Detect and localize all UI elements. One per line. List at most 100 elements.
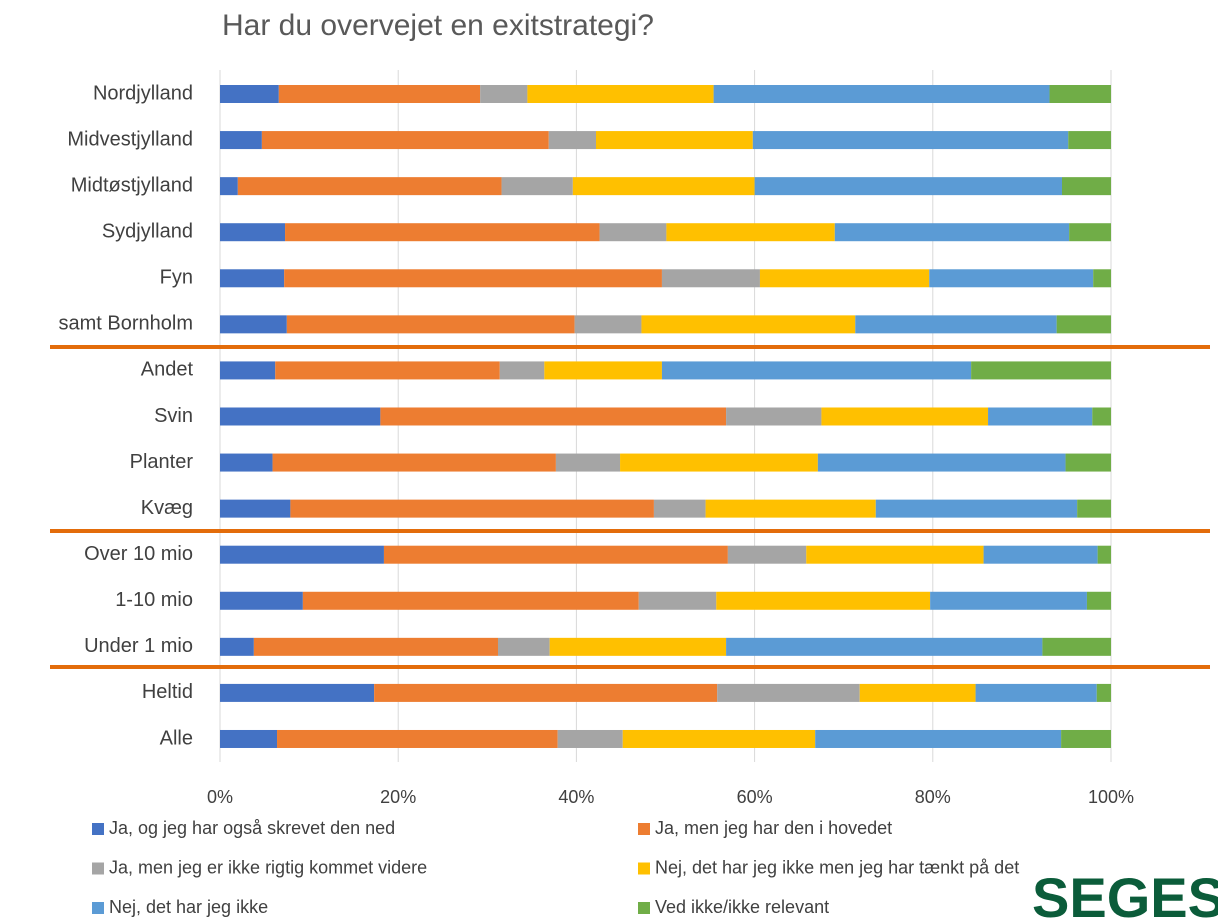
x-tick-label: 0% — [207, 787, 233, 807]
bar-segment — [929, 269, 1094, 288]
bar-segment — [752, 131, 1069, 150]
bar-segment — [277, 729, 558, 748]
bar-segment — [705, 499, 876, 518]
bar-segment — [1086, 591, 1111, 610]
bar-segment — [638, 591, 717, 610]
bar-segment — [220, 315, 287, 334]
bar-segment — [620, 453, 818, 472]
bar-segment — [815, 729, 1062, 748]
bar-segment — [548, 131, 597, 150]
bar-segment — [380, 407, 727, 426]
y-tick-label: Sydjylland — [102, 220, 193, 242]
bar-segment — [622, 729, 816, 748]
bar-segment — [501, 177, 573, 196]
bar-segment — [220, 637, 254, 656]
x-tick-label: 80% — [915, 787, 951, 807]
legend-label: Ja, og jeg har også skrevet den ned — [109, 818, 395, 838]
bar-segment — [983, 545, 1098, 564]
bar-segment — [544, 361, 662, 380]
bar-segment — [971, 361, 1111, 380]
y-tick-label: Heltid — [142, 681, 193, 703]
bar-segment — [549, 637, 727, 656]
bar-segment — [220, 131, 262, 150]
bar-segment — [220, 177, 238, 196]
legend-label: Ved ikke/ikke relevant — [655, 897, 829, 917]
bar-segment — [286, 315, 575, 334]
legend-label: Ja, men jeg har den i hovedet — [655, 818, 892, 838]
bar-segment — [555, 453, 621, 472]
bar-segment — [237, 177, 502, 196]
bar-segment — [817, 453, 1066, 472]
legend-swatch — [92, 823, 104, 835]
bar-segment — [499, 361, 545, 380]
bar-segment — [1068, 131, 1111, 150]
bar-segment — [253, 637, 498, 656]
bar-segment — [727, 545, 807, 564]
y-tick-label: Alle — [160, 727, 193, 749]
bar-segment — [1042, 637, 1111, 656]
bar-segment — [220, 499, 291, 518]
bar-segment — [653, 499, 706, 518]
bar-segment — [759, 269, 930, 288]
bars — [220, 85, 1111, 748]
bar-segment — [806, 545, 984, 564]
x-tick-label: 40% — [558, 787, 594, 807]
bar-segment — [1065, 453, 1111, 472]
bar-segment — [220, 729, 278, 748]
bar-segment — [220, 269, 285, 288]
bar-segment — [527, 85, 714, 103]
bar-segment — [290, 499, 654, 518]
y-tick-label: Nordjylland — [93, 82, 193, 104]
legend-swatch — [92, 902, 104, 914]
bar-segment — [975, 683, 1097, 702]
bar-segment — [272, 453, 556, 472]
bar-segment — [285, 223, 600, 242]
y-tick-label: 1-10 mio — [115, 589, 193, 611]
legend-swatch — [638, 862, 650, 875]
y-tick-label: Andet — [141, 359, 194, 381]
y-tick-label: Fyn — [160, 267, 193, 289]
bar-segment — [717, 683, 860, 702]
bar-segment — [220, 85, 279, 103]
bar-segment — [572, 177, 755, 196]
y-tick-label: Svin — [154, 405, 193, 427]
bar-segment — [1093, 269, 1111, 288]
bar-segment — [1092, 407, 1111, 426]
bar-segment — [220, 407, 381, 426]
bar-segment — [859, 683, 976, 702]
bar-segment — [302, 591, 639, 610]
bar-segment — [726, 407, 822, 426]
bar-segment — [930, 591, 1087, 610]
y-tick-label: Midvestjylland — [67, 128, 193, 150]
y-tick-label: Over 10 mio — [84, 543, 193, 565]
bar-segment — [1096, 683, 1111, 702]
y-tick-label: Planter — [130, 451, 194, 473]
bar-segment — [557, 729, 623, 748]
bar-segment — [1069, 223, 1111, 242]
x-tick-label: 20% — [380, 787, 416, 807]
bar-segment — [1097, 545, 1111, 564]
x-tick-label: 100% — [1088, 787, 1134, 807]
bar-segment — [641, 315, 856, 334]
y-tick-label: Under 1 mio — [84, 635, 193, 657]
bar-segment — [220, 453, 273, 472]
y-tick-label: Midtøstjylland — [71, 174, 193, 196]
bar-segment — [855, 315, 1057, 334]
bar-segment — [1061, 177, 1111, 196]
legend-label: Nej, det har jeg ikke men jeg har tænkt … — [655, 857, 1019, 877]
bar-segment — [666, 223, 835, 242]
bar-segment — [480, 85, 528, 103]
x-tick-label: 60% — [737, 787, 773, 807]
bar-segment — [1077, 499, 1111, 518]
y-tick-label: samt Bornholm — [59, 313, 194, 335]
bar-segment — [1061, 729, 1111, 748]
bar-segment — [726, 637, 1043, 656]
bar-segment — [220, 683, 375, 702]
bar-segment — [661, 361, 972, 380]
bar-segment — [497, 637, 550, 656]
bar-segment — [220, 223, 286, 242]
logo: SEGES — [1032, 866, 1218, 922]
bar-segment — [1056, 315, 1111, 334]
legend-label: Nej, det har jeg ikke — [109, 897, 268, 917]
